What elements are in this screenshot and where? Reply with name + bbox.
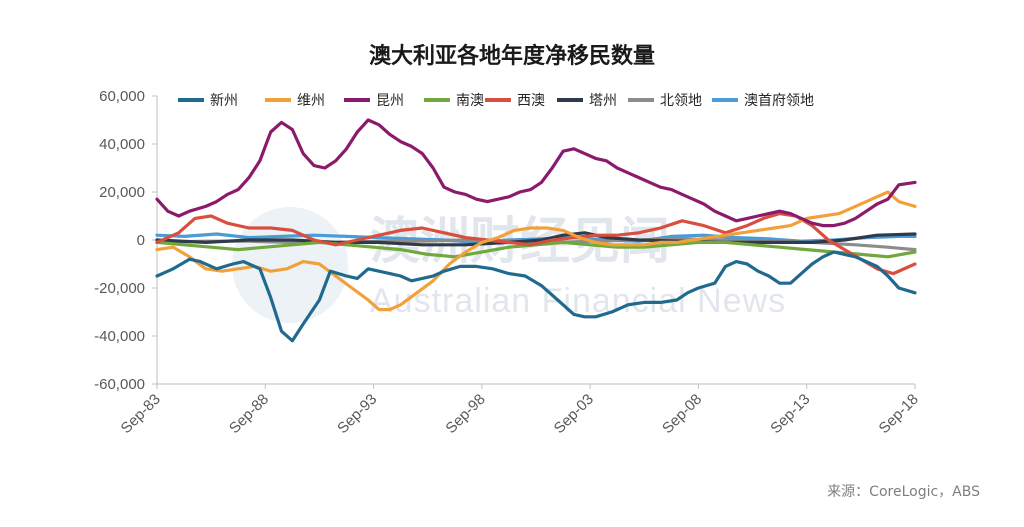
legend-label: 新州 — [210, 93, 238, 109]
y-tick-label: -20,000 — [94, 280, 145, 297]
legend-label: 西澳 — [517, 93, 545, 109]
y-tick-label: 40,000 — [99, 136, 145, 153]
legend-label: 澳首府领地 — [744, 93, 814, 109]
x-tick-label: Sep-83 — [118, 391, 164, 437]
y-tick-label: 20,000 — [99, 184, 145, 201]
series-lines — [155, 118, 917, 343]
x-tick-label: Sep-08 — [659, 391, 705, 437]
x-tick-label: Sep-93 — [334, 391, 380, 437]
source-note: 来源：CoreLogic，ABS — [827, 484, 980, 500]
x-tick-label: Sep-18 — [876, 391, 922, 437]
series-line-2 — [155, 190, 917, 312]
y-tick-label: 0 — [137, 232, 145, 249]
legend-label: 昆州 — [376, 93, 404, 109]
series-line-6 — [155, 231, 917, 247]
x-ticks: Sep-83 Sep-88 Sep-93 Sep-98 Sep-03 Sep-08 Sep-… — [118, 384, 922, 437]
legend-label: 北领地 — [660, 93, 702, 109]
series-line-3 — [155, 118, 917, 228]
y-tick-label: -40,000 — [94, 328, 145, 345]
series-line-1 — [155, 250, 917, 343]
y-tick-label: 60,000 — [99, 88, 145, 105]
legend-label: 南澳 — [456, 93, 484, 109]
x-tick-label: Sep-98 — [442, 391, 488, 437]
x-tick-label: Sep-88 — [226, 391, 272, 437]
y-tick-label: -60,000 — [94, 376, 145, 393]
x-tick-label: Sep-13 — [767, 391, 813, 437]
legend: 新州 维州 昆州 南澳 西澳 塔州 北领地 澳首府领地 — [178, 93, 814, 109]
legend-label: 维州 — [297, 93, 325, 109]
legend-label: 塔州 — [589, 93, 617, 109]
y-ticks: 60,000 40,000 20,000 0 -20,000 -40,000 -60,000 — [94, 88, 157, 393]
chart-title: 澳大利亚各地年度净移民数量 — [369, 43, 655, 69]
x-tick-label: Sep-03 — [551, 391, 597, 437]
